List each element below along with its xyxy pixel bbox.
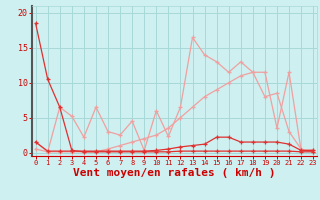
- X-axis label: Vent moyen/en rafales ( km/h ): Vent moyen/en rafales ( km/h ): [73, 168, 276, 178]
